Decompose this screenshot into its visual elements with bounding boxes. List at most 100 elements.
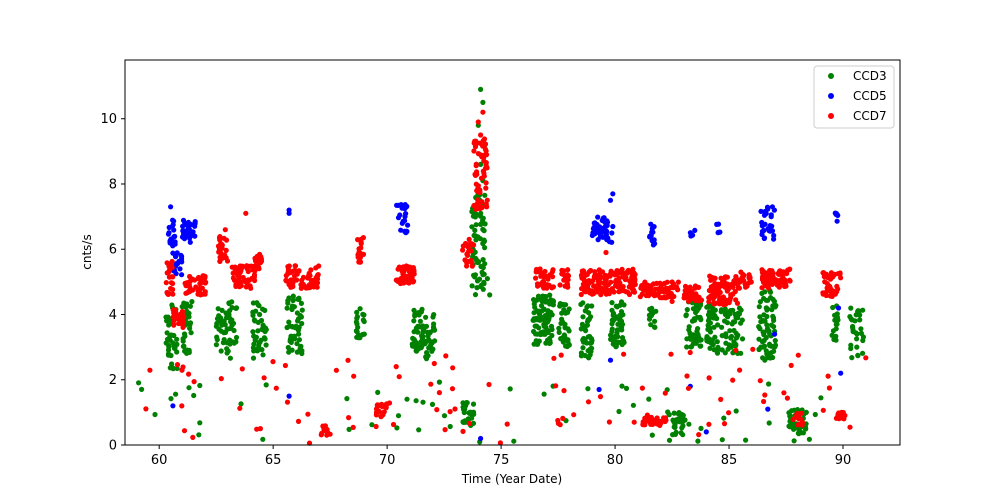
point-ccd5 <box>173 261 179 267</box>
point-ccd7 <box>696 298 702 304</box>
point-ccd7 <box>477 189 483 195</box>
point-ccd3 <box>672 431 679 437</box>
point-ccd3 <box>476 259 482 265</box>
point-ccd7 <box>484 165 490 171</box>
point-ccd3 <box>431 312 437 318</box>
point-ccd7 <box>324 427 330 433</box>
point-ccd3 <box>229 305 235 311</box>
point-ccd7 <box>592 271 598 277</box>
point-ccd3 <box>733 314 739 321</box>
point-ccd3 <box>416 427 422 433</box>
point-ccd7 <box>601 280 607 286</box>
point-ccd3 <box>585 334 591 340</box>
point-ccd3 <box>646 316 653 322</box>
point-ccd3 <box>757 314 763 320</box>
point-ccd3 <box>184 308 190 314</box>
x-tick-label: 90 <box>835 453 852 468</box>
point-ccd7 <box>744 283 750 289</box>
point-ccd3 <box>579 321 586 327</box>
point-ccd5 <box>171 240 178 246</box>
point-ccd7 <box>475 119 481 125</box>
legend-label-ccd3: CCD3 <box>853 69 887 83</box>
point-ccd3 <box>666 437 673 443</box>
point-ccd3 <box>698 343 704 349</box>
point-ccd5 <box>185 226 191 232</box>
point-ccd7 <box>314 284 320 290</box>
point-ccd7 <box>179 403 185 409</box>
point-ccd3 <box>394 425 400 431</box>
point-ccd3 <box>173 391 179 397</box>
point-ccd7 <box>724 288 730 294</box>
point-ccd3 <box>227 355 233 361</box>
point-ccd3 <box>180 343 186 349</box>
point-ccd7 <box>777 268 783 274</box>
point-ccd5 <box>595 237 601 243</box>
point-ccd5 <box>607 357 614 363</box>
point-ccd7 <box>747 274 753 280</box>
y-axis-ticks: 0 2 4 6 8 10 <box>100 112 125 454</box>
point-ccd3 <box>168 396 174 402</box>
point-ccd7 <box>838 414 844 420</box>
x-tick-label: 85 <box>721 453 738 468</box>
point-ccd7 <box>582 273 588 279</box>
point-ccd3 <box>860 334 867 340</box>
point-ccd3 <box>426 345 432 351</box>
point-ccd3 <box>289 323 295 330</box>
point-ccd7 <box>689 292 696 298</box>
point-ccd7 <box>664 279 670 285</box>
point-ccd7 <box>553 383 559 389</box>
point-ccd7 <box>829 273 835 279</box>
point-ccd7 <box>737 367 743 373</box>
point-ccd7 <box>355 254 361 260</box>
point-ccd3 <box>849 317 855 323</box>
point-ccd7 <box>170 321 177 327</box>
point-ccd3 <box>225 326 231 332</box>
point-ccd7 <box>298 282 304 288</box>
point-ccd3 <box>220 340 226 346</box>
point-ccd3 <box>536 308 542 314</box>
point-ccd3 <box>812 411 818 418</box>
point-ccd3 <box>296 324 302 330</box>
point-ccd7 <box>555 420 562 426</box>
point-ccd3 <box>834 311 840 317</box>
point-ccd3 <box>478 282 484 288</box>
point-ccd3 <box>564 343 570 350</box>
point-ccd7 <box>825 373 831 379</box>
point-ccd7 <box>733 275 739 281</box>
point-ccd3 <box>690 332 696 338</box>
point-ccd7 <box>826 283 832 289</box>
point-ccd3 <box>556 329 562 335</box>
point-ccd5 <box>649 229 655 235</box>
point-ccd7 <box>314 280 321 286</box>
point-ccd7 <box>306 273 312 279</box>
point-ccd3 <box>848 305 854 311</box>
point-ccd3 <box>263 342 269 348</box>
point-ccd5 <box>834 218 840 224</box>
point-ccd3 <box>722 332 728 339</box>
point-ccd7 <box>292 263 299 269</box>
point-ccd7 <box>606 419 613 425</box>
point-ccd7 <box>409 278 415 284</box>
point-ccd3 <box>705 312 712 318</box>
point-ccd5 <box>759 219 765 226</box>
point-ccd7 <box>237 405 243 411</box>
point-ccd3 <box>589 303 595 309</box>
point-ccd7 <box>581 269 587 275</box>
point-ccd3 <box>857 317 863 323</box>
point-ccd7 <box>681 292 688 298</box>
point-ccd7 <box>561 388 567 394</box>
point-ccd3 <box>697 302 704 308</box>
point-ccd3 <box>798 430 805 436</box>
point-ccd7 <box>202 291 208 297</box>
point-ccd3 <box>473 255 479 261</box>
point-ccd3 <box>833 321 839 328</box>
point-ccd7 <box>408 271 414 278</box>
point-ccd3 <box>299 320 305 327</box>
point-ccd7 <box>560 415 566 421</box>
point-ccd3 <box>409 341 415 347</box>
point-ccd7 <box>765 285 772 291</box>
point-ccd7 <box>602 272 608 278</box>
point-ccd3 <box>188 330 194 336</box>
point-ccd7 <box>288 284 294 290</box>
point-ccd7 <box>639 291 645 297</box>
